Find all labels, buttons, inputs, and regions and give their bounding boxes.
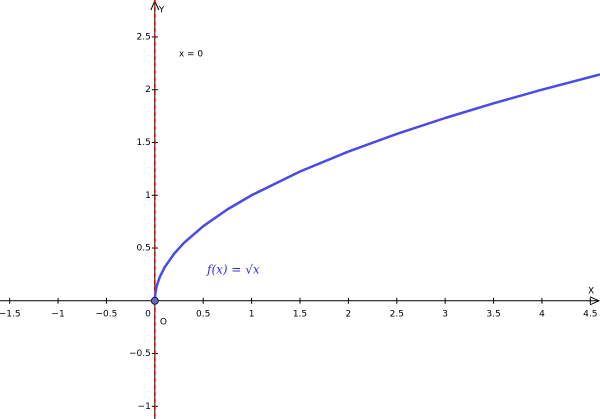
x-tick-label: 4.5 bbox=[583, 309, 597, 319]
x-tick-label: 4 bbox=[539, 309, 545, 319]
y-tick-label: 0.5 bbox=[137, 244, 151, 254]
x-tick-label: −0.5 bbox=[96, 309, 118, 319]
x-axis-label: X bbox=[588, 286, 594, 296]
y-tick-label: −0.5 bbox=[129, 349, 151, 359]
y-axis-label: Y bbox=[158, 6, 165, 16]
x-tick-label: −1 bbox=[51, 309, 64, 319]
x-tick-label: 2 bbox=[346, 309, 352, 319]
point bbox=[150, 296, 159, 305]
function-curve bbox=[153, 73, 600, 301]
x-tick-label: 2.5 bbox=[390, 309, 404, 319]
x-tick-label: 3 bbox=[442, 309, 448, 319]
y-tick-label: 1.5 bbox=[137, 138, 151, 148]
x-axis-arrow bbox=[589, 296, 600, 306]
vertical-line-label: x = 0 bbox=[179, 50, 204, 60]
x-tick-label: 3.5 bbox=[486, 309, 500, 319]
point-label: O bbox=[160, 317, 167, 327]
x-tick-label: 1 bbox=[249, 309, 255, 319]
function-label: f(x) = √x bbox=[206, 263, 260, 277]
x-tick-label: 0.5 bbox=[196, 309, 210, 319]
y-tick-label: 2.5 bbox=[137, 32, 151, 42]
x-tick-label: −1.5 bbox=[0, 309, 21, 319]
y-tick-label: 1 bbox=[145, 191, 151, 201]
x-tick-label: 0 bbox=[145, 309, 151, 319]
y-tick-label: 2 bbox=[145, 85, 151, 95]
y-tick-label: −1 bbox=[138, 402, 151, 412]
x-tick-label: 1.5 bbox=[293, 309, 307, 319]
